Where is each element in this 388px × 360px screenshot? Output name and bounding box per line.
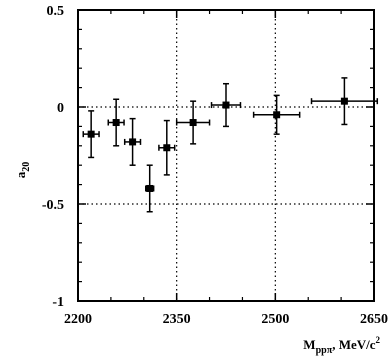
x-axis-label-sup: 2 (376, 335, 381, 345)
x-tick-labels: 2200 2350 2500 2650 (64, 312, 388, 327)
data-point (310, 77, 379, 126)
plot-border (77, 9, 375, 302)
axis-ticks (77, 9, 375, 302)
point-marker (189, 119, 197, 127)
x-axis-label-rest: , MeV/c (332, 337, 376, 352)
x-axis-label: Mppπ, MeV/c2 (303, 335, 380, 356)
data-point (82, 110, 100, 159)
point-marker (129, 138, 137, 146)
data-points (82, 77, 379, 213)
data-point (107, 98, 125, 147)
point-marker (87, 130, 95, 138)
y-axis-label-sub: 20 (21, 162, 32, 172)
y-tick-label: -0.5 (42, 198, 64, 213)
point-marker (146, 184, 154, 192)
y-tick-labels: 0.5 0 -0.5 -1 (42, 4, 64, 310)
point-marker (340, 97, 348, 105)
x-axis-label-main: M (303, 337, 315, 352)
point-marker (222, 101, 230, 109)
data-point (175, 100, 211, 145)
y-tick-label: -1 (52, 295, 64, 310)
x-tick-label: 2500 (261, 312, 289, 327)
data-point (210, 82, 242, 128)
data-point (252, 94, 301, 135)
y-tick-label: 0.5 (47, 4, 65, 19)
grid-lines (78, 10, 374, 301)
point-marker (163, 144, 171, 152)
y-axis-label-main: a (13, 171, 28, 178)
x-tick-label: 2350 (163, 312, 191, 327)
point-marker (112, 119, 120, 127)
y-tick-label: 0 (57, 101, 64, 116)
y-axis-label: a20 (13, 162, 32, 179)
plot-frame (77, 9, 375, 302)
x-axis-label-sub: ppπ (316, 345, 333, 356)
point-marker (273, 111, 281, 119)
x-tick-label: 2200 (64, 312, 92, 327)
data-point (145, 164, 155, 213)
data-point (158, 119, 176, 176)
data-point (123, 117, 142, 166)
x-tick-label: 2650 (360, 312, 388, 327)
